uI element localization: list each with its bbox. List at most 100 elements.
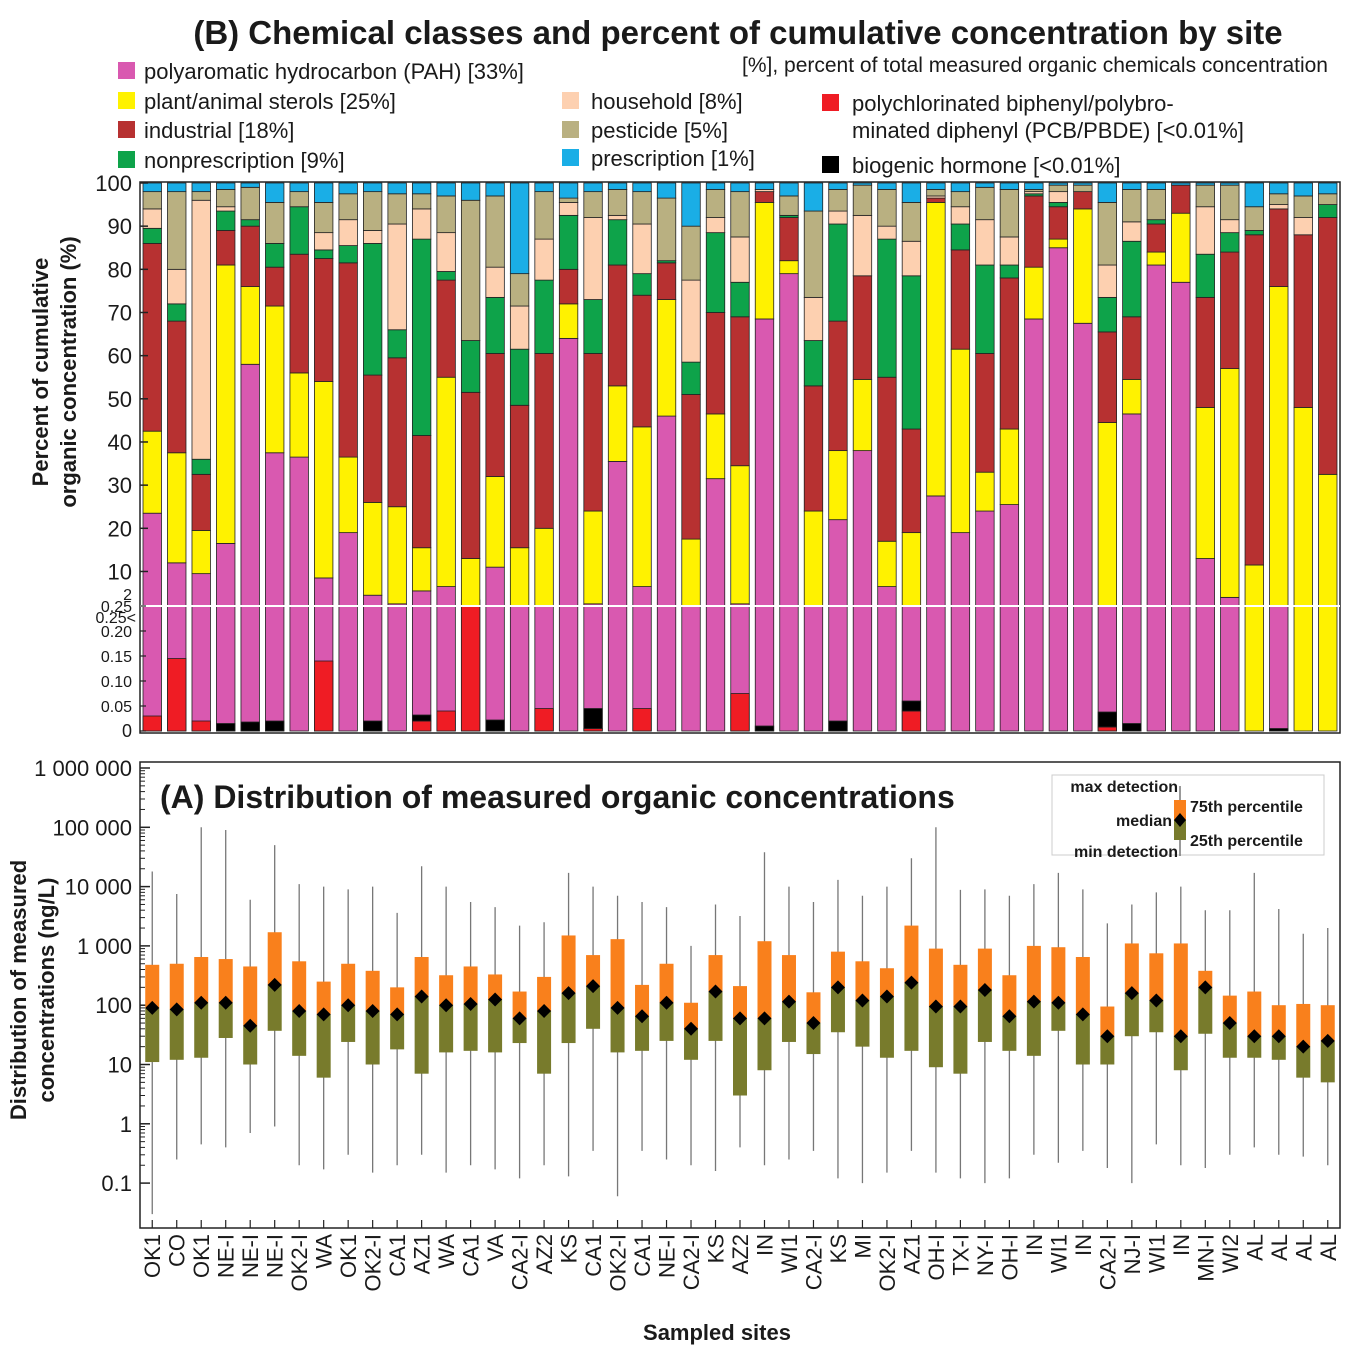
bar-lower-base	[705, 605, 726, 732]
box-median-marker	[1075, 1007, 1090, 1022]
x-tick-label: WA	[434, 1234, 459, 1269]
bar-segment-pesticide	[485, 195, 505, 268]
bar-lower-base	[1048, 605, 1069, 732]
box-OK1	[145, 871, 160, 1215]
bar-segment-hormone	[485, 719, 505, 732]
bar-segment-household	[950, 206, 971, 225]
x-tick-label: CO	[165, 1234, 190, 1267]
bar-segment-household	[509, 305, 530, 350]
box-upper	[316, 981, 331, 1015]
bar-segment-industrial	[1146, 223, 1166, 253]
box-upper	[1124, 943, 1139, 994]
box-median-marker	[463, 996, 478, 1011]
bar-segment-pesticide	[314, 202, 334, 234]
bar-VA	[485, 182, 505, 732]
box-lower	[1222, 1023, 1237, 1058]
bar-segment-plantanimalsterols	[1171, 212, 1191, 283]
box-upper	[635, 984, 650, 1017]
bar-segment-prescription	[877, 182, 897, 190]
box-CA2-I	[1100, 923, 1115, 1168]
panel-b-ytick-label: 80	[108, 257, 132, 282]
bar-segment-nonprescription	[460, 340, 481, 393]
bar-segment-industrial	[1244, 234, 1264, 566]
bar-lower-base	[877, 605, 897, 732]
bar-segment-prescription	[411, 182, 432, 195]
bar-lower-base	[656, 605, 677, 732]
bar-segment-pah	[1048, 247, 1069, 607]
bar-lower-base	[558, 605, 579, 732]
bar-segment-industrial	[730, 316, 750, 467]
bar-segment-household	[436, 232, 456, 272]
bar-segment-pesticide	[558, 197, 579, 203]
box-lower	[537, 1010, 552, 1074]
bar-segment-pcb	[730, 693, 750, 732]
bar-lower-base	[1073, 605, 1093, 732]
bar-segment-plantanimalsterols	[828, 450, 848, 521]
box-upper	[1271, 1005, 1286, 1037]
bar-AZ1	[901, 182, 922, 732]
x-tick-label: VA	[483, 1234, 508, 1262]
panel-b-ytick-lower-label: 0.20	[101, 624, 132, 641]
box-median-marker	[365, 1003, 380, 1018]
legend-swatch-industrial	[118, 121, 135, 138]
bar-segment-nonprescription	[1195, 253, 1215, 298]
box-median-marker	[218, 995, 233, 1010]
bar-segment-prescription	[191, 182, 211, 193]
bar-lower-base	[289, 605, 309, 732]
bar-segment-pah	[436, 586, 456, 607]
bar-segment-industrial	[950, 249, 971, 350]
box-median-marker	[1247, 1029, 1262, 1044]
panel-a-title: (A) Distribution of measured organic con…	[160, 779, 955, 815]
legend-swatch-pah	[118, 62, 135, 79]
bar-segment-prescription	[828, 182, 848, 190]
bar-segment-plantanimalsterols	[1293, 407, 1313, 607]
bar-segment-household	[803, 296, 824, 341]
bar-segment-nonprescription	[534, 279, 554, 354]
box-NE-I	[218, 830, 233, 1148]
bar-segment-plantanimalsterols	[387, 506, 407, 605]
box-lower	[390, 1014, 405, 1050]
box-median-marker	[928, 999, 943, 1014]
bar-segment-pesticide	[779, 195, 799, 216]
bar-segment-nonprescription	[583, 299, 603, 354]
bar-CA2-I	[509, 182, 530, 732]
box-upper	[1247, 991, 1262, 1037]
box-lower	[1271, 1036, 1286, 1060]
bar-segment-plantanimalsterols	[216, 264, 236, 544]
x-tick-label: NY-I	[973, 1234, 998, 1276]
box-upper	[830, 951, 845, 988]
box-CA2-I	[684, 945, 699, 1166]
box-lower	[316, 1014, 331, 1078]
bar-segment-nonprescription	[632, 273, 652, 296]
box-median-marker	[904, 975, 919, 990]
bar-segment-pcb	[632, 708, 652, 732]
bar-segment-nonprescription	[901, 275, 922, 430]
bar-segment-industrial	[656, 262, 677, 300]
bar-segment-household	[975, 219, 995, 266]
bar-lower-base	[387, 605, 407, 732]
bar-segment-pah	[877, 586, 897, 607]
x-tick-label: AL	[1267, 1234, 1292, 1261]
panel-a-ylabel-line1: Distribution of measured	[6, 860, 31, 1120]
box-upper	[145, 964, 160, 1008]
box-median-marker	[610, 1000, 625, 1015]
bar-segment-industrial	[485, 353, 505, 477]
bar-segment-household	[583, 217, 603, 300]
bar-segment-industrial	[265, 266, 285, 307]
bar-segment-pah	[1024, 318, 1044, 607]
legend-a-upper-swatch	[1174, 800, 1186, 820]
box-upper	[1051, 947, 1066, 1003]
bar-segment-pesticide	[1244, 206, 1264, 231]
bar-segment-hormone	[411, 714, 432, 722]
box-lower	[1173, 1036, 1188, 1071]
bar-segment-prescription	[436, 182, 456, 197]
bar-segment-pesticide	[1073, 184, 1093, 193]
bar-segment-prescription	[852, 182, 873, 186]
bar-segment-household	[558, 202, 579, 216]
box-upper	[586, 955, 601, 987]
x-tick-label: AZ2	[532, 1234, 557, 1274]
box-lower	[635, 1016, 650, 1051]
box-upper	[267, 932, 282, 985]
bar-segment-industrial	[1073, 191, 1093, 210]
bar-segment-plantanimalsterols	[411, 547, 432, 592]
